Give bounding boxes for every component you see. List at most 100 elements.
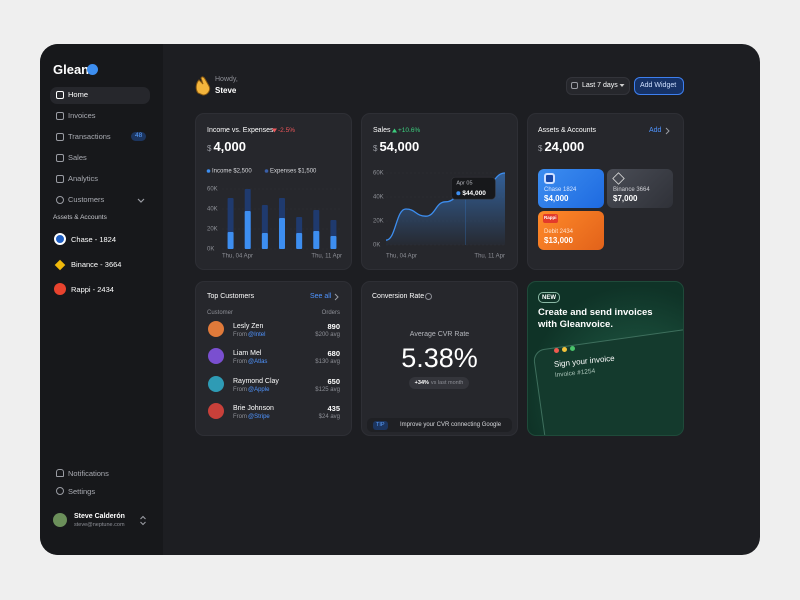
brand: Glean xyxy=(53,62,90,77)
nav-icon xyxy=(56,175,64,183)
change-pill: +34% vs last month xyxy=(409,377,469,389)
customer-name[interactable]: Lesly Zen xyxy=(233,323,264,330)
customer-company: @Apple xyxy=(248,386,270,393)
user-menu[interactable] xyxy=(139,515,147,526)
currency: $ xyxy=(373,144,378,153)
card-title: Income vs. Expenses xyxy=(207,127,274,134)
nav-active-bg xyxy=(50,87,150,104)
y-tick-label: 40K xyxy=(207,207,218,213)
account-item[interactable]: Rappi - 2434 xyxy=(71,285,114,294)
customer-from: From xyxy=(233,413,247,420)
calendar-icon xyxy=(571,82,578,89)
nav-icon xyxy=(56,469,64,477)
y-tick-label: 0K xyxy=(373,243,380,249)
nav-item[interactable]: Transactions xyxy=(68,132,111,141)
legend-label: Income $2,500 xyxy=(212,169,252,175)
section-label: Assets & Accounts xyxy=(53,214,107,221)
y-tick-label: 0K xyxy=(207,247,214,253)
nav-item[interactable]: Analytics xyxy=(68,174,99,183)
see-all-link[interactable]: See all xyxy=(310,293,332,300)
account-icon xyxy=(54,283,66,295)
amount: $24,000 xyxy=(538,140,584,153)
user-name: Steve Calderón xyxy=(74,513,125,520)
customer-avatar xyxy=(208,348,224,365)
range-picker[interactable] xyxy=(566,77,630,95)
add-widget-label: Add Widget xyxy=(640,82,677,89)
up-arrow xyxy=(392,128,397,133)
account-logo: Rappi xyxy=(543,214,558,223)
customer-avatar xyxy=(208,321,224,337)
nav-item[interactable]: Home xyxy=(68,90,89,99)
amount-value: 24,000 xyxy=(544,139,585,154)
nav-icon xyxy=(56,487,64,495)
customer-name[interactable]: Brie Johnson xyxy=(233,404,274,412)
y-tick-label: 20K xyxy=(373,219,384,225)
account-amount: $13,000 xyxy=(544,236,573,245)
new-tag: NEW xyxy=(538,292,560,303)
info-icon[interactable] xyxy=(425,293,432,300)
nav-item[interactable]: Customers xyxy=(68,195,105,204)
change-note: vs last month xyxy=(430,380,464,386)
column-header: Customer xyxy=(207,310,234,316)
chevron xyxy=(137,198,145,203)
tooltip-value: $44,000 xyxy=(462,190,486,197)
legend-swatch xyxy=(264,169,269,173)
window-dot xyxy=(570,346,575,351)
account-name: Chase 1824 xyxy=(544,187,577,193)
customer-avg: $24 avg xyxy=(318,413,340,420)
add-link[interactable]: Add xyxy=(649,127,662,134)
nav-icon xyxy=(56,154,64,162)
nav-item[interactable]: Invoices xyxy=(68,111,96,120)
amount-value: 4,000 xyxy=(213,139,246,154)
customer-avg: $125 avg xyxy=(315,386,340,393)
window-dot xyxy=(562,347,567,352)
change: +34% xyxy=(414,380,429,386)
window-dot xyxy=(554,348,559,353)
customer-from: From xyxy=(233,386,247,393)
customer-company: @Stripe xyxy=(248,413,270,420)
tooltip xyxy=(451,176,496,200)
nav-icon xyxy=(56,112,64,120)
add-widget-button[interactable] xyxy=(634,77,684,95)
legend-swatch xyxy=(206,169,211,173)
greeting: Howdy, xyxy=(215,76,238,83)
account-card[interactable] xyxy=(607,169,673,208)
account-amount: $7,000 xyxy=(613,194,638,203)
account-item[interactable]: Chase - 1824 xyxy=(71,235,117,244)
nav-item[interactable]: Sales xyxy=(68,153,87,162)
promo-card xyxy=(527,281,684,436)
customer-orders: 890 xyxy=(327,322,340,331)
change: -2.5% xyxy=(278,127,295,134)
card-title: Sales xyxy=(373,127,391,134)
currency: $ xyxy=(207,144,212,153)
nav-icon xyxy=(56,91,64,99)
range-label: Last 7 days xyxy=(582,82,618,89)
account-item[interactable]: Binance - 3664 xyxy=(71,260,122,269)
caret xyxy=(619,84,625,87)
nav-item[interactable]: Notifications xyxy=(68,469,109,478)
tip-text: Improve your CVR connecting Google xyxy=(400,422,502,428)
customer-name[interactable]: Raymond Clay xyxy=(233,377,279,385)
column-header: Orders xyxy=(321,310,340,316)
tip-tag: TIP xyxy=(373,421,388,430)
customer-from: From xyxy=(233,332,247,338)
customer-company: @Intel xyxy=(248,332,266,338)
account-amount: $4,000 xyxy=(544,194,569,203)
nav-icon xyxy=(56,196,64,204)
conversion-card xyxy=(361,281,518,436)
customer-company: @Atlas xyxy=(248,359,268,366)
bar xyxy=(227,232,234,249)
nav-item[interactable]: Settings xyxy=(68,487,96,496)
nav-badge: 48 xyxy=(131,132,147,141)
bar xyxy=(313,231,320,249)
account-logo xyxy=(544,173,555,184)
customer-avatar xyxy=(208,402,224,419)
customer-orders: 435 xyxy=(327,403,340,413)
wave-icon xyxy=(195,76,211,96)
y-tick-label: 20K xyxy=(207,227,218,233)
customer-name[interactable]: Liam Mel xyxy=(233,350,262,358)
user-email: steve@neptune.com xyxy=(74,522,125,528)
customer-orders: 650 xyxy=(327,376,340,386)
